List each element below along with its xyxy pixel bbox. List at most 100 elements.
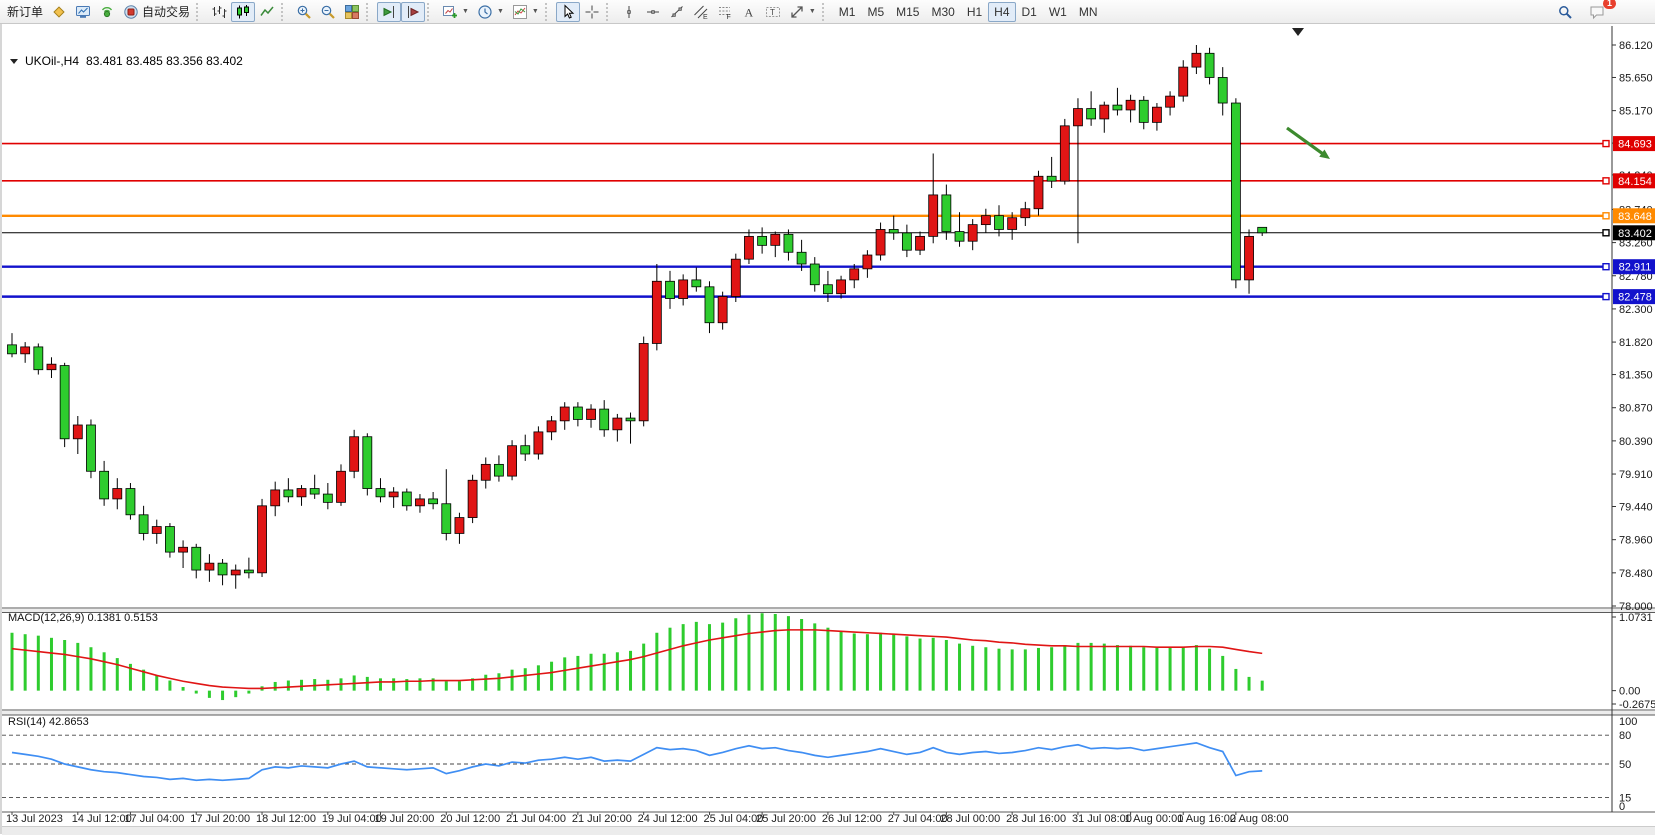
timeframe-M5-label: M5 (867, 4, 885, 19)
fibonacci-button[interactable]: F (713, 2, 737, 22)
indicators-list-button[interactable]: ▼ (508, 2, 543, 22)
tile-icon (345, 4, 360, 19)
candle-body (1125, 99, 1136, 111)
candle-body (954, 231, 965, 242)
level-line-handle[interactable] (1602, 292, 1610, 301)
arrows-button[interactable]: ▼ (785, 2, 820, 22)
channel-icon: E (693, 5, 708, 20)
price-badge-label: 82.911 (1619, 262, 1652, 274)
cursor-button[interactable] (555, 1, 580, 22)
macd-axis-label: -0.2675 (1619, 699, 1655, 711)
candle-body (283, 489, 294, 498)
candle-body (480, 463, 491, 481)
price-tick-label: 80.390 (1619, 436, 1653, 448)
auto-scroll-button[interactable] (377, 1, 402, 22)
timeframe-M30-button[interactable]: M30 (925, 2, 960, 22)
terminal-button[interactable] (71, 2, 95, 22)
timeframe-H1-button[interactable]: H1 (961, 2, 988, 22)
timeframe-H4-button[interactable]: H4 (988, 1, 1016, 22)
candle-body (888, 229, 899, 234)
svg-text:F: F (726, 14, 730, 20)
text-label-button[interactable]: T (761, 2, 785, 22)
timeframe-M15-button[interactable]: M15 (890, 2, 925, 22)
chart-shift-button[interactable] (401, 1, 426, 22)
candle-body (204, 562, 215, 571)
level-line-handle[interactable] (1602, 229, 1610, 237)
price-tick-label: 79.910 (1619, 469, 1653, 481)
candle-body (559, 406, 570, 422)
horizontal-line-button[interactable] (641, 2, 665, 22)
line-chart-mode-button[interactable] (255, 2, 279, 22)
candle-body (1217, 77, 1228, 104)
panel-splitter[interactable] (2, 711, 1655, 715)
candle-body (1244, 235, 1254, 281)
svg-text:A: A (744, 5, 753, 19)
signals-button[interactable] (95, 2, 119, 22)
drawn-arrow-annotation[interactable] (1286, 126, 1325, 156)
zoom-in-button[interactable] (292, 2, 316, 22)
candle-body (1204, 52, 1215, 78)
zoom-out-button[interactable] (316, 2, 340, 22)
market-watch-button[interactable] (47, 2, 71, 22)
chat-icon (1590, 6, 1604, 19)
rsi-axis-label: 80 (1619, 730, 1631, 742)
bar-chart-mode-button[interactable] (207, 2, 231, 22)
search-button[interactable] (1553, 2, 1577, 22)
search-icon (1559, 5, 1572, 19)
level-price-badge (1613, 136, 1655, 152)
time-axis-label: 26 Jul 12:00 (822, 813, 882, 825)
autotrading-label: 自动交易 (142, 5, 191, 19)
toolbar-separator (366, 2, 373, 21)
timeframe-MN-button[interactable]: MN (1073, 2, 1104, 22)
level-line-handle[interactable] (1602, 212, 1610, 220)
chart-canvas[interactable]: 86.12085.65085.17084.70084.24083.74083.2… (2, 24, 1655, 834)
chat-button[interactable]: 1 (1585, 0, 1616, 22)
indicators-icon (512, 4, 527, 19)
level-line-handle[interactable] (1602, 139, 1610, 148)
level-line-handle[interactable] (1602, 263, 1610, 271)
crosshair-button[interactable] (580, 2, 604, 22)
panel-splitter[interactable] (2, 609, 1655, 613)
candle-body (1073, 108, 1083, 127)
timeframe-H1-label: H1 (966, 4, 983, 19)
vertical-line-button[interactable] (617, 2, 641, 22)
timeframe-M1-button[interactable]: M1 (833, 2, 862, 22)
toolbar-right-group: 1 (1553, 0, 1616, 22)
price-badge-label: 84.693 (1618, 139, 1652, 151)
timeframe-W1-button[interactable]: W1 (1043, 2, 1073, 22)
timeframe-D1-button[interactable]: D1 (1016, 2, 1043, 22)
trendline-button[interactable] (665, 2, 689, 22)
new-chart-icon (443, 5, 458, 18)
periods-button[interactable]: ▼ (473, 2, 508, 22)
rsi-axis-label: 50 (1619, 759, 1631, 771)
dropdown-arrow-icon: ▼ (462, 8, 469, 15)
trendline-icon (670, 5, 683, 17)
crosshair-icon (585, 5, 599, 18)
level-line-handle[interactable] (1602, 177, 1610, 185)
dropdown-arrow-icon: ▼ (808, 8, 816, 15)
candle-body (59, 365, 70, 440)
chart-window[interactable]: 86.12085.65085.17084.70084.24083.74083.2… (0, 24, 1655, 835)
rsi-line (11, 742, 1263, 782)
text-button[interactable]: A (737, 2, 761, 22)
symbol-dropdown-icon[interactable] (10, 58, 18, 64)
candle-body (730, 258, 741, 297)
macd-axis-label: 0.00 (1619, 686, 1640, 698)
rsi-axis-label: 0 (1619, 801, 1625, 813)
candle-body (230, 569, 241, 576)
autotrading-button[interactable]: 自动交易 (119, 2, 194, 22)
candle-chart-mode-button[interactable] (231, 1, 256, 22)
candle-body (599, 408, 610, 431)
price-tick-label: 82.300 (1619, 304, 1653, 316)
candle-body (546, 420, 557, 433)
new-chart-button[interactable]: ▼ (438, 2, 473, 22)
timeframe-M5-button[interactable]: M5 (861, 2, 890, 22)
tile-windows-button[interactable] (340, 2, 364, 22)
candle-body (533, 431, 544, 455)
toolbar-separator (427, 2, 434, 21)
new-order-button[interactable]: 新订单 (3, 2, 47, 22)
equidistant-channel-button[interactable]: E (689, 2, 713, 22)
toolbar-separator (544, 2, 552, 21)
macd-indicator-label: MACD(12,26,9) 0.1381 0.5153 (8, 612, 158, 624)
candle-body (1178, 66, 1189, 97)
